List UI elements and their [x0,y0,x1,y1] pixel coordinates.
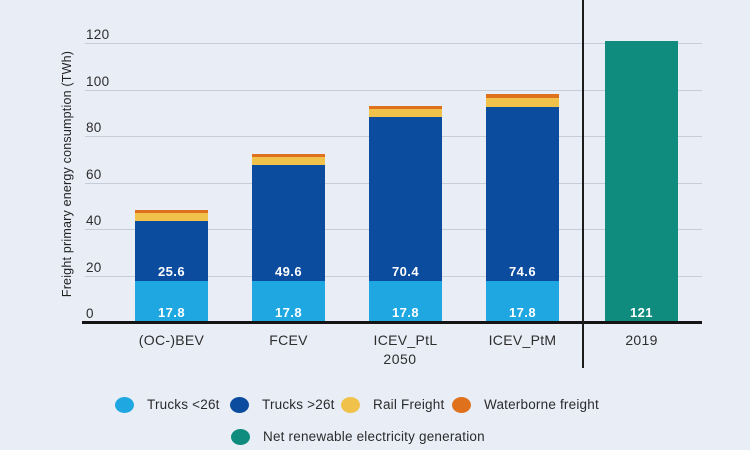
value-label-trucks-26t-oc-bev: 25.6 [158,263,185,279]
legend-swatch-icon-trucks-26t [230,396,249,413]
legend-item-trucks-26t: Trucks <26t [115,396,220,413]
bar-segment-trucks-26t-icev-ptm [486,107,559,281]
legend-label-waterborne-freight: Waterborne freight [484,397,599,412]
legend-swatch-icon-trucks-26t [115,396,134,413]
legend-label-trucks-26t: Trucks <26t [147,397,220,412]
x-category-label-icev-ptl: ICEV_PtL [373,332,438,348]
legend-item-rail-freight: Rail Freight [341,396,444,413]
bar-segment-waterborne-freight-oc-bev [135,210,208,214]
bar-segment-waterborne-freight-fcev [252,153,325,158]
legend-swatch-icon-rail-freight [341,396,360,413]
y-tick-label-0: 0 [86,306,94,321]
gridline-100 [85,89,702,91]
bar-segment-trucks-26t-fcev [252,165,325,281]
legend-swatch-icon-net-renewable-electricity-generation [231,428,250,445]
bar-segment-rail-freight-oc-bev [135,213,208,222]
value-label-trucks-26t-icev-ptl: 70.4 [392,263,419,279]
bar-segment-trucks-26t-oc-bev [135,221,208,281]
bar-segment-trucks-26t-icev-ptl [369,116,442,281]
year-divider-line [582,0,584,368]
y-tick-label-20: 20 [86,259,102,275]
y-tick-label-100: 100 [86,73,110,89]
gridline-120 [85,43,702,44]
group-label-2050: 2050 [383,351,417,367]
legend-item-trucks-26t: Trucks >26t [230,396,335,413]
value-label-net-renewable-electricity-generation-2019: 121 [630,305,653,320]
bar-segment-waterborne-freight-icev-ptm [486,94,559,98]
bar-segment-rail-freight-icev-ptl [369,108,442,117]
legend-swatch-icon-waterborne-freight [452,396,471,413]
x-category-label-oc-bev: (OC-)BEV [138,332,205,348]
value-label-trucks-26t-fcev: 17.8 [275,305,302,320]
value-label-trucks-26t-icev-ptm: 17.8 [509,305,536,320]
value-label-trucks-26t-icev-ptm: 74.6 [509,263,536,279]
bar-segment-net-renewable-electricity-generation-2019 [605,40,678,322]
y-axis-title: Freight primary energy consumption (TWh) [60,50,74,298]
bar-segment-trucks-26t-icev-ptm [486,280,559,322]
value-label-trucks-26t-icev-ptl: 17.8 [392,305,419,320]
y-tick-label-80: 80 [86,120,102,135]
legend-label-trucks-26t: Trucks >26t [262,397,335,412]
legend-label-rail-freight: Rail Freight [373,397,445,412]
x-category-label-icev-ptm: ICEV_PtM [488,332,557,348]
legend-item-net-renewable-electricity-generation: Net renewable electricity generation [231,428,485,445]
bar-segment-rail-freight-fcev [252,157,325,166]
y-tick-label-40: 40 [86,213,102,228]
value-label-trucks-26t-oc-bev: 17.8 [158,305,185,320]
bar-segment-rail-freight-icev-ptm [486,97,559,108]
y-tick-label-120: 120 [86,27,110,42]
y-tick-label-60: 60 [86,166,102,182]
x-axis-line [82,321,702,324]
x-category-label-2019: 2019 [625,332,658,348]
bar-segment-trucks-26t-fcev [252,280,325,322]
value-label-trucks-26t-fcev: 49.6 [275,263,302,279]
bar-segment-trucks-26t-icev-ptl [369,280,442,322]
x-category-label-fcev: FCEV [269,332,308,348]
legend-label-net-renewable-electricity-generation: Net renewable electricity generation [263,429,485,444]
legend-item-waterborne-freight: Waterborne freight [452,396,599,413]
bar-segment-waterborne-freight-icev-ptl [369,105,442,109]
bar-segment-trucks-26t-oc-bev [135,280,208,322]
